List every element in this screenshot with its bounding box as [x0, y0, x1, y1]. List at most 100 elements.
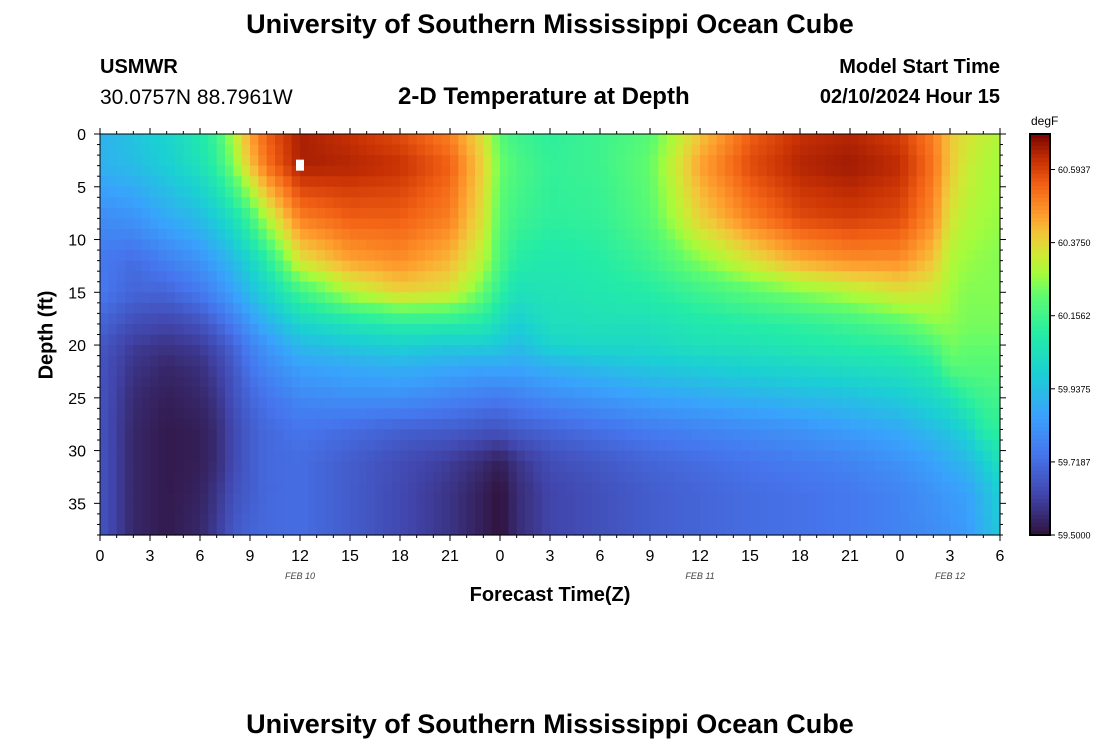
heatmap-cell	[758, 155, 768, 167]
heatmap-cell	[641, 408, 651, 420]
heatmap-cell	[800, 492, 809, 504]
heatmap-cell	[650, 492, 659, 504]
heatmap-cell	[125, 323, 134, 336]
heatmap-cell	[525, 207, 534, 220]
heatmap-cell	[491, 524, 501, 536]
heatmap-cell	[775, 355, 784, 367]
heatmap-cell	[991, 513, 1001, 526]
heatmap-cell	[650, 239, 659, 251]
heatmap-cell	[650, 524, 659, 536]
heatmap-cell	[250, 302, 259, 314]
heatmap-cell	[233, 144, 243, 156]
heatmap-cell	[350, 313, 359, 325]
heatmap-cell	[966, 260, 976, 272]
heatmap-cell	[491, 471, 501, 483]
heatmap-cell	[800, 313, 809, 325]
heatmap-cell	[625, 345, 634, 357]
heatmap-cell	[200, 355, 209, 367]
heatmap-cell	[425, 387, 434, 399]
heatmap-cell	[283, 186, 293, 198]
heatmap-cell	[583, 313, 593, 325]
heatmap-cell	[350, 408, 359, 420]
heatmap-cell	[683, 450, 693, 462]
colorbar-swatch	[1030, 382, 1050, 388]
heatmap-cell	[208, 408, 218, 420]
heatmap-cell	[450, 334, 459, 346]
heatmap-cell	[116, 155, 126, 167]
heatmap-cell	[566, 503, 576, 515]
heatmap-cell	[583, 271, 593, 283]
heatmap-cell	[866, 228, 876, 241]
heatmap-cell	[950, 461, 959, 473]
heatmap-cell	[441, 387, 451, 399]
heatmap-cell	[408, 513, 418, 526]
heatmap-cell	[691, 218, 701, 230]
heatmap-cell	[766, 376, 776, 388]
heatmap-cell	[475, 207, 484, 220]
heatmap-cell	[166, 186, 176, 198]
heatmap-cell	[875, 292, 884, 304]
colorbar-swatch	[1030, 394, 1050, 400]
heatmap-cell	[233, 429, 243, 441]
heatmap-cell	[125, 429, 134, 441]
heatmap-cell	[133, 345, 143, 357]
heatmap-cell	[875, 345, 884, 357]
heatmap-cell	[133, 418, 143, 431]
heatmap-cell	[658, 228, 668, 241]
heatmap-cell	[458, 281, 468, 293]
heatmap-cell	[633, 134, 643, 146]
heatmap-cell	[466, 250, 476, 262]
heatmap-cell	[500, 450, 509, 462]
heatmap-cell	[900, 461, 909, 473]
heatmap-cell	[766, 239, 776, 251]
heatmap-cell	[608, 345, 618, 357]
heatmap-cell	[391, 387, 401, 399]
heatmap-cell	[825, 418, 834, 431]
heatmap-cell	[758, 471, 768, 483]
heatmap-cell	[850, 186, 859, 198]
heatmap-cell	[925, 471, 934, 483]
heatmap-cell	[791, 207, 801, 220]
heatmap-cell	[316, 197, 326, 209]
heatmap-cell	[708, 450, 718, 462]
date-label: FEB 10	[285, 571, 315, 581]
heatmap-cell	[450, 345, 459, 357]
heatmap-cell	[541, 292, 551, 304]
heatmap-cell	[783, 250, 793, 262]
heatmap-cell	[541, 418, 551, 431]
heatmap-cell	[375, 239, 384, 251]
heatmap-cell	[700, 302, 709, 314]
heatmap-cell	[850, 134, 859, 146]
heatmap-cell	[558, 260, 568, 272]
heatmap-cell	[400, 239, 409, 251]
heatmap-cell	[925, 366, 934, 378]
heatmap-cell	[383, 355, 393, 367]
heatmap-cell	[108, 387, 118, 399]
heatmap-cell	[575, 281, 584, 293]
heatmap-cell	[875, 218, 884, 230]
heatmap-cell	[550, 450, 559, 462]
heatmap-cell	[833, 186, 843, 198]
heatmap-cell	[800, 207, 809, 220]
heatmap-cell	[433, 176, 443, 188]
colorbar-swatch	[1030, 522, 1050, 528]
heatmap-cell	[550, 429, 559, 441]
heatmap-cell	[416, 492, 426, 504]
heatmap-cell	[441, 524, 451, 536]
heatmap-cell	[400, 271, 409, 283]
heatmap-cell	[516, 366, 526, 378]
heatmap-cell	[941, 197, 951, 209]
x-tick-label: 6	[196, 548, 205, 565]
heatmap-cell	[191, 176, 201, 188]
heatmap-cell	[108, 345, 118, 357]
heatmap-cell	[716, 461, 726, 473]
heatmap-cell	[658, 155, 668, 167]
heatmap-cell	[133, 186, 143, 198]
heatmap-cell	[241, 440, 251, 452]
heatmap-cell	[366, 292, 376, 304]
heatmap-cell	[933, 492, 943, 504]
heatmap-cell	[416, 218, 426, 230]
heatmap-cell	[108, 503, 118, 515]
heatmap-cell	[433, 323, 443, 336]
heatmap-cell	[666, 482, 676, 494]
